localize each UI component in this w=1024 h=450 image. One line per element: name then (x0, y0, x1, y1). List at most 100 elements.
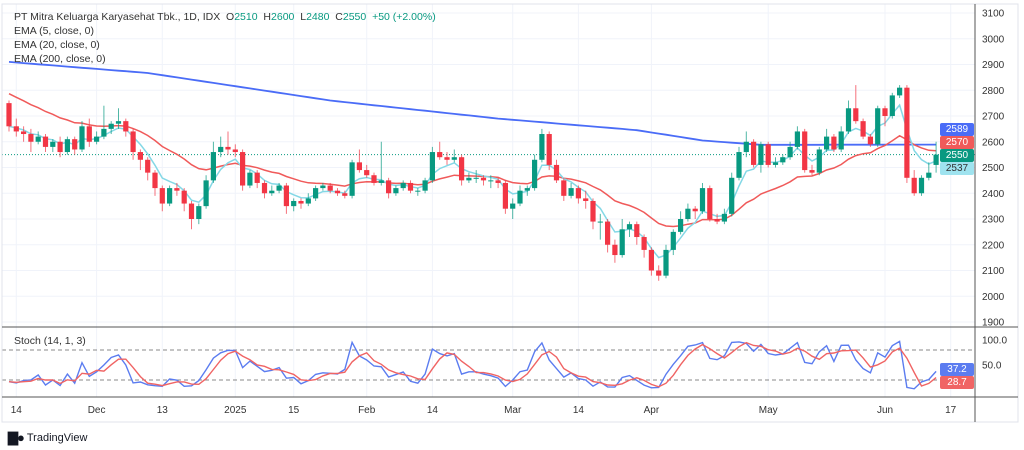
candle-down (867, 136, 873, 145)
candle-down (254, 172, 260, 183)
candle-down (13, 126, 19, 132)
candle-down (21, 131, 27, 135)
price-tick-label: 2800 (982, 86, 1005, 97)
candle-down (342, 193, 348, 196)
candle-up (597, 221, 603, 223)
candle-up (926, 172, 932, 178)
ema200-legend[interactable]: EMA (200, close, 0) (14, 53, 106, 65)
tradingview-logo[interactable]: ▇● TradingView (8, 430, 87, 446)
low-value: 2480 (306, 11, 330, 23)
candle-down (407, 182, 414, 191)
ema200-price-label: 2589 (940, 123, 974, 136)
ema200-line (8, 61, 937, 146)
candle-down (707, 188, 713, 219)
change-value: +50 (+2.00%) (372, 11, 436, 23)
candle-up (772, 162, 779, 165)
ema20-legend[interactable]: EMA (20, close, 0) (14, 39, 100, 51)
time-tick-label: 13 (157, 405, 169, 416)
candle-down (904, 87, 910, 178)
candle-up (619, 229, 625, 256)
candle-up (313, 188, 319, 199)
candle-up (685, 208, 691, 219)
ema5-legend[interactable]: EMA (5, close, 0) (14, 25, 94, 37)
price-tick-label: 2000 (982, 292, 1005, 303)
candle-up (276, 185, 282, 191)
time-tick-label: 14 (11, 405, 23, 416)
candle-up (663, 249, 669, 276)
close-price-label: 2550 (940, 149, 974, 162)
open-value: 2510 (234, 11, 258, 23)
stoch-legend[interactable]: Stoch (14, 1, 3) (14, 335, 86, 347)
time-tick-label: Apr (644, 405, 660, 416)
candle-down (765, 144, 771, 165)
axes: 3100 3000 2900 2800 2700 2600 2500 2400 2300 2200… (1, 3, 1019, 423)
chart-border (1, 3, 1019, 423)
candle-down (225, 146, 231, 150)
candle-down (57, 141, 63, 153)
candle-down (831, 136, 837, 150)
candle-down (714, 219, 720, 222)
candle-down (641, 237, 647, 250)
candle-up (400, 182, 406, 189)
candle-up (729, 177, 735, 214)
candle-up (320, 185, 326, 189)
candle-down (364, 170, 370, 176)
candle-down (853, 108, 859, 122)
candle-down (444, 157, 450, 160)
ema20-price-label: 2570 (940, 136, 974, 149)
candle-down (860, 121, 866, 137)
candle-down (612, 244, 618, 256)
candle-up (568, 188, 574, 196)
candle-up (196, 206, 202, 219)
candle-down (882, 108, 888, 116)
candle-down (751, 141, 757, 165)
candle-up (897, 87, 903, 96)
candle-down (28, 134, 34, 142)
candle-up (422, 180, 428, 191)
candle-up (451, 157, 457, 160)
time-tick-label: Jun (877, 405, 893, 416)
candle-up (838, 131, 844, 150)
candle-up (108, 123, 114, 129)
candle-down (298, 200, 304, 204)
candle-down (809, 170, 815, 173)
candle-down (692, 208, 698, 212)
ema200-path (8, 61, 937, 146)
candle-up (758, 144, 764, 165)
candle-up (473, 177, 479, 179)
candle-up (933, 154, 939, 165)
high-value: 2600 (271, 11, 295, 23)
candle-up (517, 190, 523, 204)
candle-down (86, 126, 92, 142)
price-tick-label: 2700 (982, 112, 1005, 123)
candle-down (327, 185, 333, 191)
candle-down (334, 190, 341, 194)
candle-up (269, 190, 275, 194)
candle-up (510, 203, 516, 209)
candle-down (6, 103, 12, 127)
stoch-d-label: 28.7 (940, 376, 974, 389)
candle-down (802, 131, 808, 171)
close-value: 2550 (342, 11, 367, 23)
candle-up (816, 149, 822, 173)
candle-up (532, 159, 538, 189)
stoch-tick-label: 50.0 (982, 361, 1002, 372)
candle-down (356, 162, 362, 171)
candle-down (495, 180, 501, 183)
candle-down (145, 159, 151, 173)
candle-up (203, 180, 209, 207)
time-tick-label: 14 (427, 405, 439, 416)
candle-up (415, 190, 421, 192)
candle-up (678, 219, 684, 232)
candle-up (429, 152, 435, 181)
candle-down (261, 182, 268, 194)
price-tick-label: 2200 (982, 240, 1005, 251)
candle-down (240, 152, 246, 186)
candle-up (787, 146, 793, 158)
candle-up (743, 141, 749, 153)
candle-down (137, 152, 143, 160)
candle-up (699, 188, 706, 212)
candle-up (101, 128, 107, 137)
candle-up (524, 188, 530, 191)
